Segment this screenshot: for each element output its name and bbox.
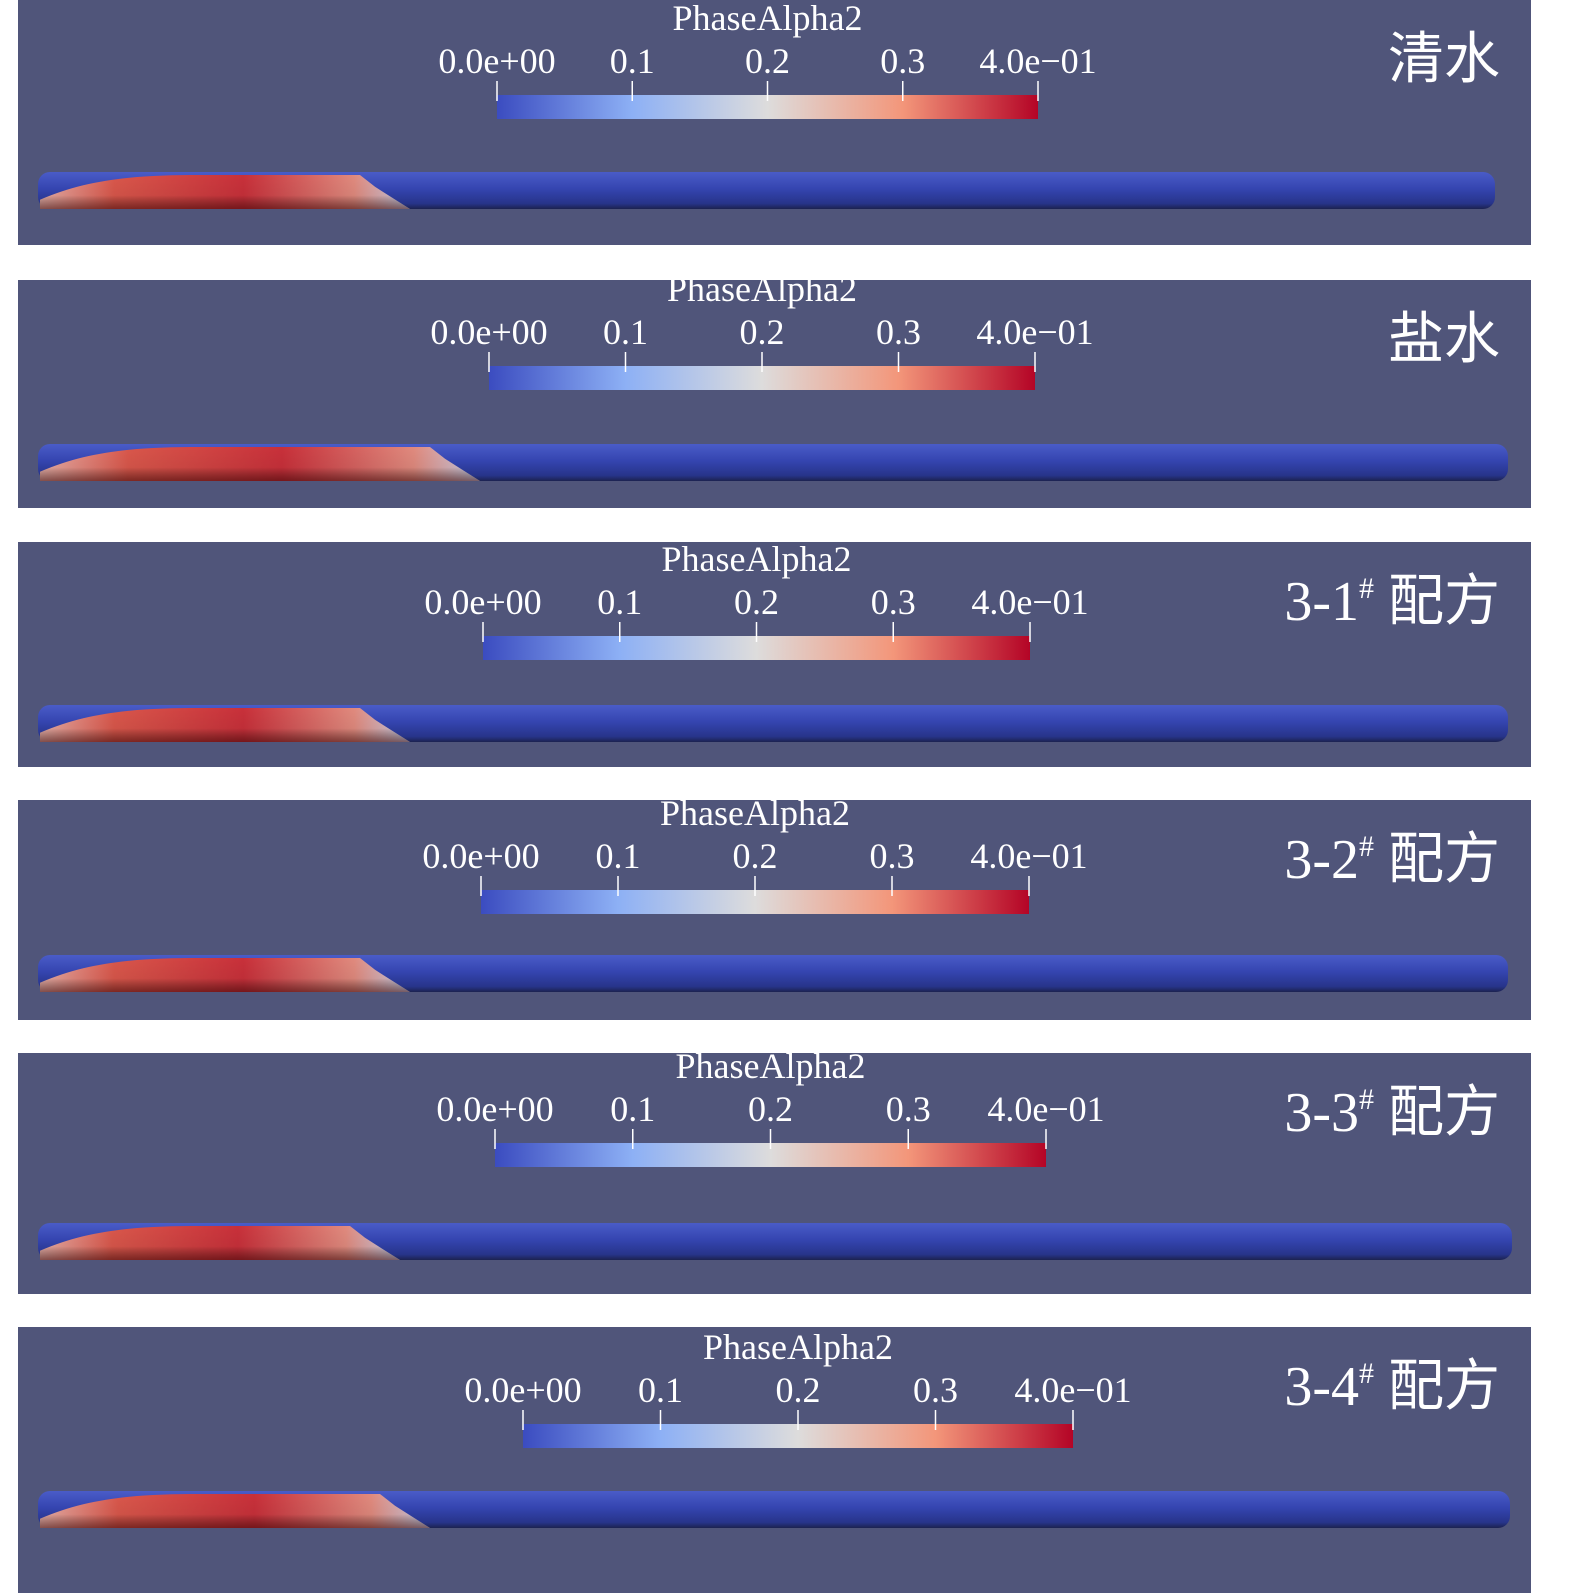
plume-shade — [40, 708, 410, 742]
panel: PhaseAlpha2 0.0e+00 0.1 0.2 0.3 4.0e−01 3-4# 配方 — [18, 1327, 1531, 1593]
colorbar-title: PhaseAlpha2 — [703, 1327, 893, 1367]
panel: PhaseAlpha2 0.0e+00 0.1 0.2 0.3 4.0e−01 清水 — [18, 0, 1531, 245]
colorbar-title: PhaseAlpha2 — [667, 269, 857, 309]
panel-label: 清水 — [1388, 29, 1500, 91]
plume-shade — [40, 175, 410, 209]
colorbar-tick-label: 0.3 — [871, 582, 916, 622]
colorbar-tick-label: 0.0e+00 — [438, 41, 555, 81]
panel: PhaseAlpha2 0.0e+00 0.1 0.2 0.3 4.0e−01 盐水 — [18, 269, 1531, 508]
colorbar-tick-label: 0.3 — [870, 836, 915, 876]
colorbar-tick-label: 4.0e−01 — [987, 1089, 1104, 1129]
plume-shade — [40, 1494, 430, 1528]
colorbar-tick-label: 4.0e−01 — [970, 836, 1087, 876]
colorbar-tick-label: 0.3 — [886, 1089, 931, 1129]
panel: PhaseAlpha2 0.0e+00 0.1 0.2 0.3 4.0e−01 3-1# 配方 — [18, 539, 1531, 767]
colorbar-tick-label: 0.1 — [603, 312, 648, 352]
colorbar-tick-label: 0.1 — [596, 836, 641, 876]
label-main: 3-4 — [1284, 1356, 1359, 1418]
colorbar-tick-label: 0.2 — [745, 41, 790, 81]
colorbar-title: PhaseAlpha2 — [660, 793, 850, 833]
colorbar-title: PhaseAlpha2 — [676, 1046, 866, 1086]
colorbar-tick-label: 0.2 — [733, 836, 778, 876]
colorbar-tick-label: 0.2 — [734, 582, 779, 622]
colorbar-tick-label: 0.0e+00 — [430, 312, 547, 352]
label-tail: 配方 — [1388, 571, 1500, 633]
label-main: 盐水 — [1388, 309, 1500, 371]
panel-label: 3-3# 配方 — [1284, 1082, 1500, 1144]
colorbar-tick-label: 0.0e+00 — [436, 1089, 553, 1129]
colorbar-tick-label: 0.3 — [880, 41, 925, 81]
label-main: 3-2 — [1284, 829, 1359, 891]
colorbar-tick-label: 0.3 — [913, 1370, 958, 1410]
label-main: 清水 — [1388, 29, 1500, 91]
panel-label: 3-4# 配方 — [1284, 1356, 1500, 1418]
label-sup: # — [1359, 830, 1374, 863]
colorbar-tick-label: 4.0e−01 — [1014, 1370, 1131, 1410]
colorbar-tick-label: 0.0e+00 — [422, 836, 539, 876]
colorbar-title: PhaseAlpha2 — [662, 539, 852, 579]
plume-shade — [40, 447, 480, 481]
panel-label: 3-1# 配方 — [1284, 571, 1500, 633]
plume-shade — [40, 958, 410, 992]
pipe — [38, 1223, 1512, 1260]
plume-shade — [40, 1226, 400, 1260]
colorbar-tick-label: 4.0e−01 — [976, 312, 1093, 352]
pipe — [38, 172, 1495, 209]
colorbar-tick-label: 0.0e+00 — [424, 582, 541, 622]
panel-label: 3-2# 配方 — [1284, 829, 1500, 891]
label-tail: 配方 — [1388, 1356, 1500, 1418]
panel: PhaseAlpha2 0.0e+00 0.1 0.2 0.3 4.0e−01 3-2# 配方 — [18, 793, 1531, 1020]
colorbar-tick-label: 0.0e+00 — [464, 1370, 581, 1410]
label-tail: 配方 — [1388, 829, 1500, 891]
panel-label: 盐水 — [1388, 309, 1500, 371]
panel-background — [18, 1327, 1531, 1593]
colorbar-title: PhaseAlpha2 — [673, 0, 863, 38]
colorbar-tick-label: 0.2 — [776, 1370, 821, 1410]
label-sup: # — [1359, 1083, 1374, 1116]
pipe — [38, 705, 1508, 742]
panel: PhaseAlpha2 0.0e+00 0.1 0.2 0.3 4.0e−01 3-3# 配方 — [18, 1046, 1531, 1294]
colorbar-tick-label: 0.3 — [876, 312, 921, 352]
label-main: 3-1 — [1284, 571, 1359, 633]
label-tail: 配方 — [1388, 1082, 1500, 1144]
pipe — [38, 955, 1508, 992]
colorbar-tick-label: 0.1 — [597, 582, 642, 622]
colorbar-tick-label: 4.0e−01 — [971, 582, 1088, 622]
label-sup: # — [1359, 1357, 1374, 1390]
label-main: 3-3 — [1284, 1082, 1359, 1144]
label-sup: # — [1359, 572, 1374, 605]
colorbar-tick-label: 4.0e−01 — [979, 41, 1096, 81]
colorbar-tick-label: 0.1 — [638, 1370, 683, 1410]
colorbar-tick-label: 0.2 — [748, 1089, 793, 1129]
colorbar-tick-label: 0.1 — [610, 1089, 655, 1129]
colorbar-tick-label: 0.2 — [740, 312, 785, 352]
colorbar-tick-label: 0.1 — [610, 41, 655, 81]
